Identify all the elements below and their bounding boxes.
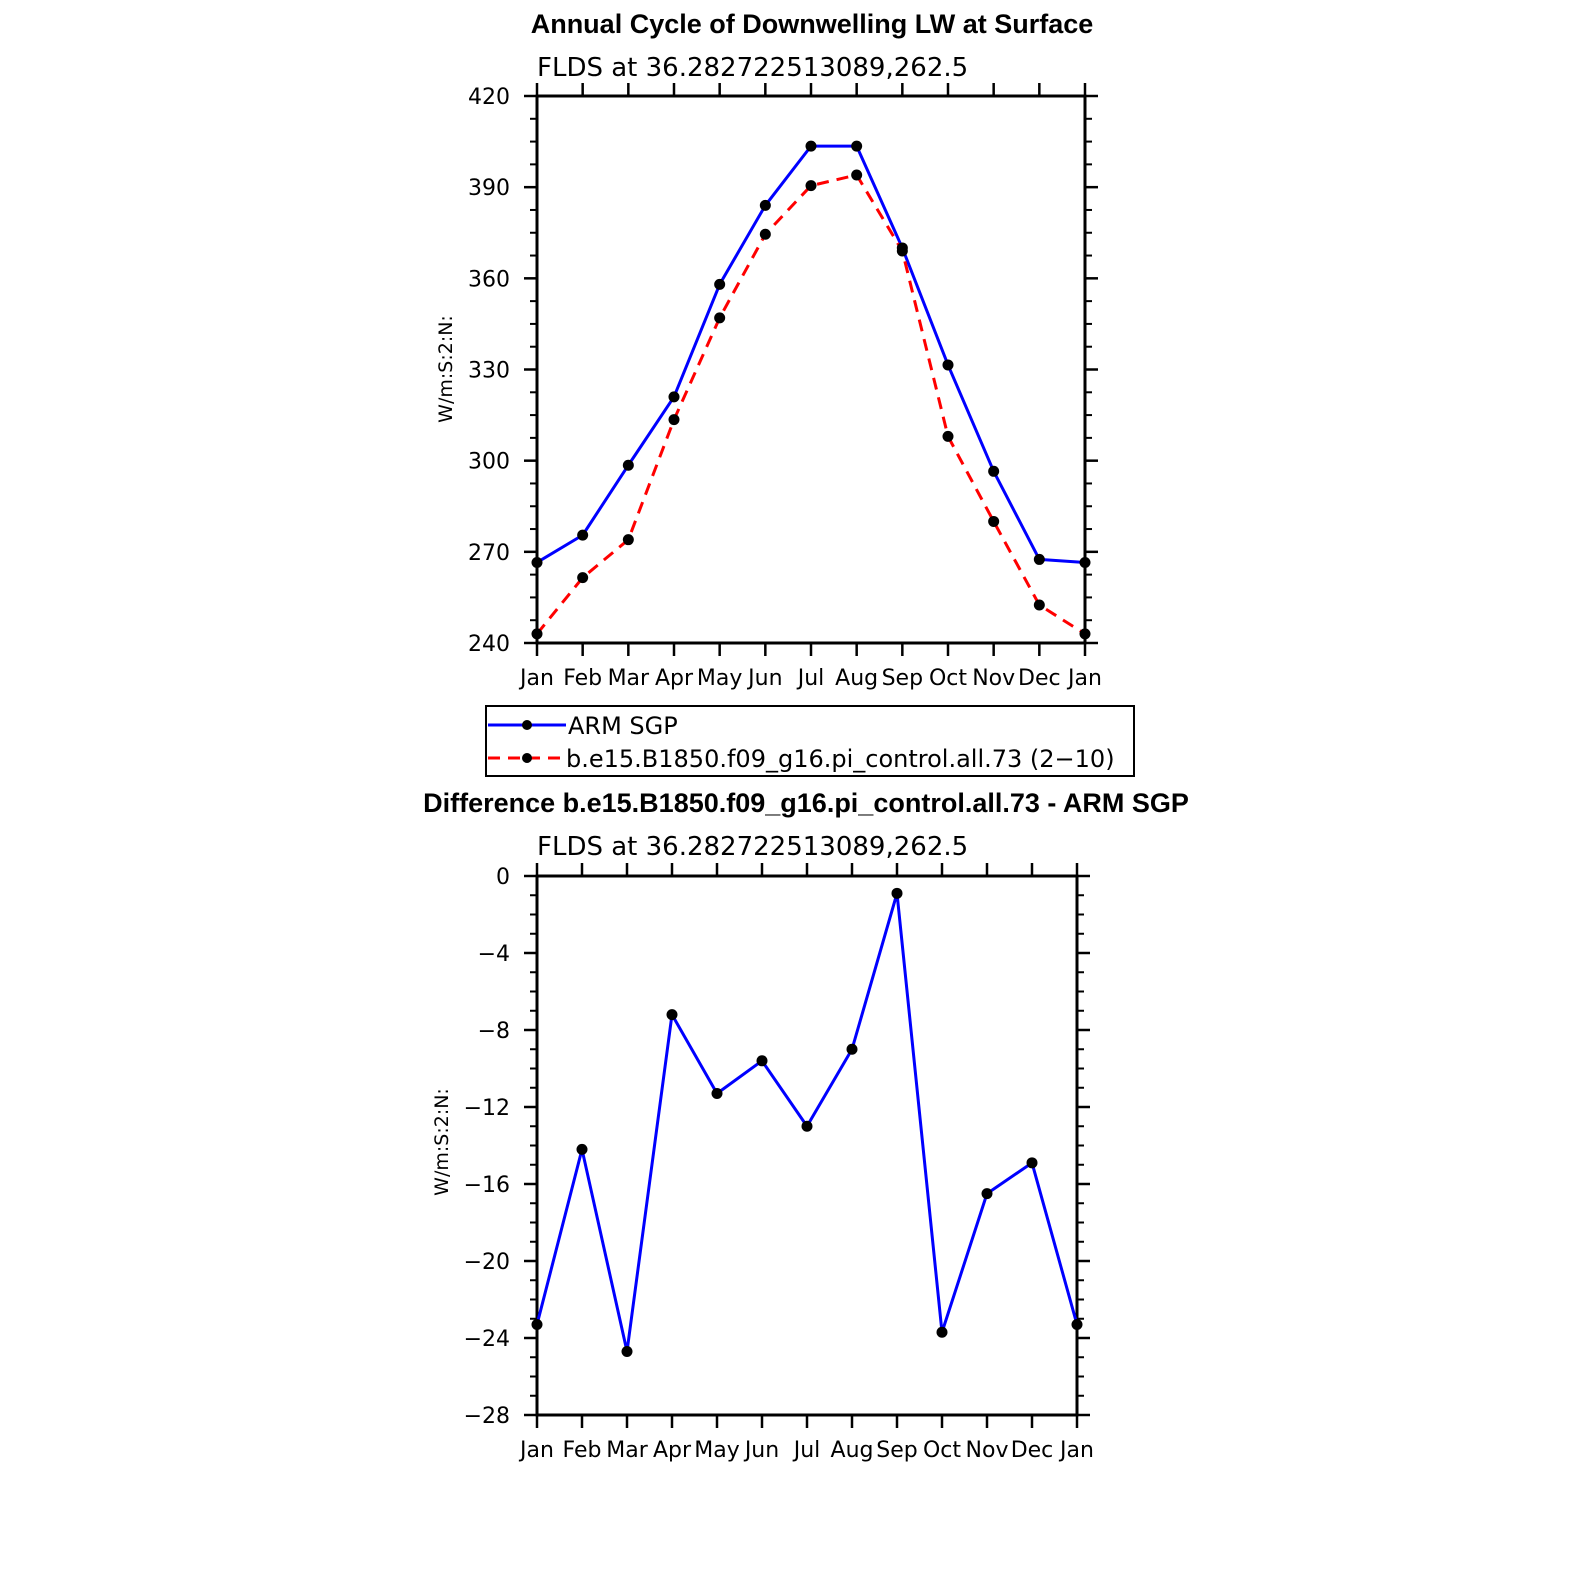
y-tick-label: 240 (468, 632, 510, 657)
x-tick-label: Jun (746, 666, 782, 691)
legend-label-model: b.e15.B1850.f09_g16.pi_control.all.73 (2… (566, 745, 1115, 773)
x-tick-label: Jul (796, 666, 825, 691)
y-tick-label: 270 (468, 541, 510, 566)
data-point (714, 312, 726, 324)
x-tick-label: Mar (608, 666, 650, 691)
chart-title: Annual Cycle of Downwelling LW at Surfac… (531, 9, 1094, 39)
x-tick-label: May (694, 1438, 739, 1463)
data-point (531, 628, 543, 640)
data-point (1033, 599, 1045, 611)
data-point (988, 515, 1000, 527)
plot-frame (535, 874, 1079, 1417)
data-point (759, 228, 771, 240)
x-tick-label: Sep (876, 1438, 917, 1463)
data-point (851, 169, 863, 181)
data-point (942, 430, 954, 442)
x-tick-label: Dec (1018, 666, 1061, 691)
x-tick-label: Apr (655, 666, 694, 691)
data-point (621, 1345, 633, 1357)
data-point (1071, 1319, 1083, 1331)
y-tick-label: −16 (464, 1173, 510, 1198)
annual-cycle-chart: Annual Cycle of Downwelling LW at Surfac… (435, 9, 1102, 691)
y-tick-label: −28 (464, 1404, 510, 1429)
x-tick-label: Apr (653, 1438, 692, 1463)
x-tick-label: Nov (966, 1438, 1009, 1463)
chart-subtitle: FLDS at 36.282722513089,262.5 (537, 832, 968, 862)
legend-label-arm-sgp: ARM SGP (568, 712, 678, 740)
y-tick-label: −8 (478, 1019, 510, 1044)
x-tick-label: Jan (518, 666, 554, 691)
y-tick-label: −20 (464, 1250, 510, 1275)
y-tick-label: 330 (468, 359, 510, 384)
data-point (1033, 553, 1045, 565)
legend: ARM SGP b.e15.B1850.f09_g16.pi_control.a… (485, 705, 1135, 777)
data-point (711, 1088, 723, 1100)
data-point (622, 459, 634, 471)
x-tick-label: Aug (835, 666, 878, 691)
data-point (666, 1009, 678, 1021)
data-point (1079, 628, 1091, 640)
y-tick-label: −24 (464, 1327, 510, 1352)
y-axis-label: W/m:S:2:N: (431, 1088, 453, 1196)
y-tick-label: −4 (478, 942, 510, 967)
x-tick-label: Feb (563, 1438, 602, 1463)
x-tick-label: Jan (1058, 1438, 1094, 1463)
data-point (988, 465, 1000, 477)
data-point (942, 359, 954, 371)
data-point (668, 391, 680, 403)
x-tick-label: Jun (743, 1438, 779, 1463)
data-point (577, 529, 589, 541)
y-tick-label: 360 (468, 267, 510, 292)
data-point (981, 1188, 993, 1200)
data-point (531, 1319, 543, 1331)
y-tick-label: 0 (496, 865, 510, 890)
x-tick-label: Mar (606, 1438, 648, 1463)
data-point (805, 140, 817, 152)
data-point (936, 1326, 948, 1338)
data-point (801, 1120, 813, 1132)
x-tick-label: Sep (882, 666, 923, 691)
data-point (891, 887, 903, 899)
chart-subtitle: FLDS at 36.282722513089,262.5 (537, 53, 968, 83)
x-tick-label: May (697, 666, 742, 691)
data-point (759, 199, 771, 211)
x-tick-label: Jan (1066, 666, 1102, 691)
data-point (756, 1055, 768, 1067)
data-point (577, 572, 589, 584)
data-point (714, 278, 726, 290)
y-tick-label: 420 (468, 85, 510, 110)
y-tick-label: 390 (468, 176, 510, 201)
difference-chart: Difference b.e15.B1850.f09_g16.pi_contro… (423, 788, 1189, 1463)
y-tick-label: 300 (468, 450, 510, 475)
x-tick-label: Feb (563, 666, 602, 691)
data-point (851, 140, 863, 152)
data-point (668, 414, 680, 426)
data-point (622, 534, 634, 546)
data-point (896, 245, 908, 257)
data-point (576, 1143, 588, 1155)
series-line-1 (535, 173, 1086, 636)
chart-title: Difference b.e15.B1850.f09_g16.pi_contro… (423, 788, 1189, 818)
legend-marker-arm-sgp (522, 720, 532, 730)
data-point (846, 1043, 858, 1055)
legend-marker-model (522, 753, 532, 763)
x-tick-label: Nov (972, 666, 1015, 691)
data-point (531, 556, 543, 568)
data-point (1079, 556, 1091, 568)
series-line-0 (536, 144, 1086, 564)
plot-frame (535, 94, 1087, 645)
y-tick-label: −12 (464, 1096, 510, 1121)
x-tick-label: Oct (923, 1438, 961, 1463)
x-tick-label: Aug (831, 1438, 874, 1463)
data-point (805, 180, 817, 192)
x-tick-label: Jan (518, 1438, 554, 1463)
data-point (1026, 1157, 1038, 1169)
legend-box (485, 705, 1135, 777)
x-tick-label: Jul (792, 1438, 821, 1463)
y-axis-label: W/m:S:2:N: (435, 315, 457, 423)
x-tick-label: Dec (1011, 1438, 1054, 1463)
x-tick-label: Oct (929, 666, 967, 691)
